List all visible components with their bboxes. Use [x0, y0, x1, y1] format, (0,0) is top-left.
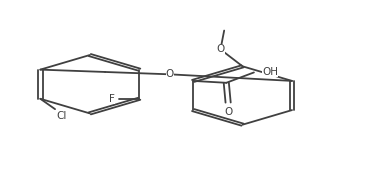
Text: O: O	[224, 107, 232, 117]
Text: O: O	[216, 44, 224, 54]
Text: F: F	[109, 94, 115, 104]
Text: O: O	[166, 69, 174, 79]
Text: Cl: Cl	[56, 111, 67, 121]
Text: OH: OH	[262, 67, 278, 77]
